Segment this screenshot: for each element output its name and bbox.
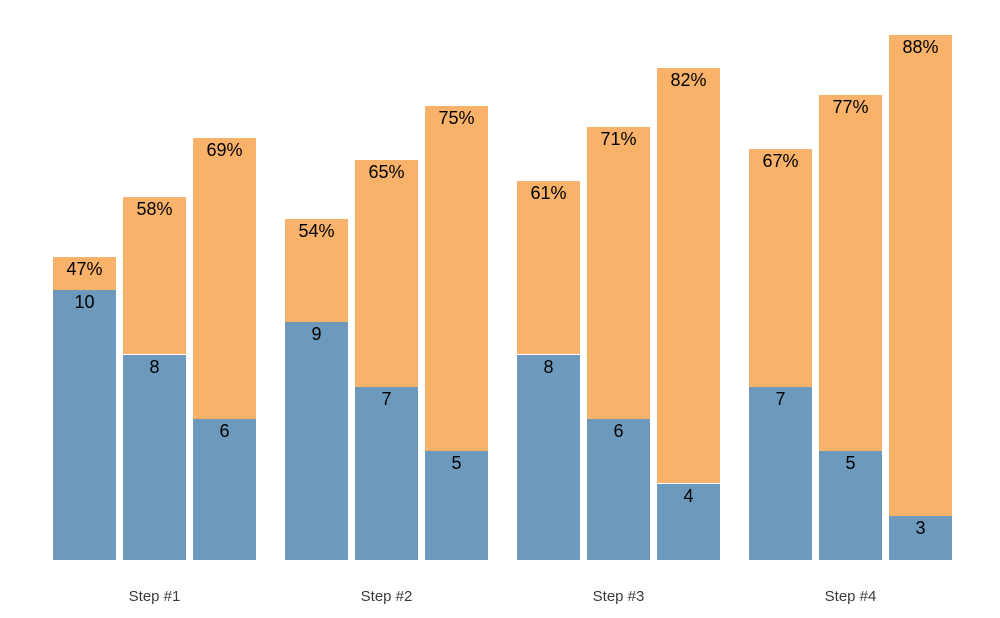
- bar-value-label: 7: [381, 388, 392, 409]
- bar-value-label: 8: [543, 356, 554, 377]
- bar-segment-base[interactable]: 8: [123, 354, 186, 560]
- bar-pct-label: 82%: [670, 69, 707, 90]
- bar-value-label: 4: [683, 485, 694, 506]
- bar-segment-top[interactable]: 58%: [123, 197, 186, 355]
- bar-value-label: 9: [311, 324, 322, 345]
- bar-value-label: 5: [451, 453, 462, 474]
- x-axis-label: Step #3: [592, 588, 645, 605]
- bar-pct-label: 88%: [902, 37, 939, 58]
- x-axis-label: Step #4: [824, 588, 877, 605]
- bar-segment-base[interactable]: 6: [193, 419, 256, 560]
- bar-pct-label: 58%: [136, 199, 173, 220]
- x-axis-label: Step #1: [128, 588, 181, 605]
- bar-segment-top[interactable]: 88%: [889, 35, 952, 516]
- bar-value-label: 3: [915, 517, 926, 538]
- bar-pct-label: 77%: [832, 96, 869, 117]
- bar-segment-top[interactable]: 71%: [587, 127, 650, 419]
- bar-segment-base[interactable]: 7: [355, 386, 418, 560]
- bar-segment-base[interactable]: 4: [657, 483, 720, 560]
- bar-pct-label: 71%: [600, 129, 637, 150]
- bar-segment-top[interactable]: 77%: [819, 94, 882, 452]
- bar-pct-label: 69%: [206, 139, 243, 160]
- bar-segment-base[interactable]: 9: [285, 322, 348, 560]
- bar-pct-label: 61%: [530, 183, 567, 204]
- bar-segment-base[interactable]: 6: [587, 419, 650, 560]
- bar-segment-base[interactable]: 3: [889, 515, 952, 560]
- bar-value-label: 6: [219, 421, 230, 441]
- bar-segment-top[interactable]: 65%: [355, 159, 418, 387]
- bar-segment-top[interactable]: 54%: [285, 219, 348, 323]
- bar-segment-base[interactable]: 8: [517, 354, 580, 560]
- bar-pct-label: 75%: [438, 107, 475, 128]
- bar-segment-top[interactable]: 69%: [193, 137, 256, 419]
- bar-segment-base[interactable]: 10: [53, 290, 116, 560]
- bar-segment-base[interactable]: 5: [425, 451, 488, 560]
- bar-segment-top[interactable]: 82%: [657, 67, 720, 484]
- bar-segment-base[interactable]: 7: [749, 386, 812, 560]
- bar-segment-top[interactable]: 75%: [425, 105, 488, 452]
- x-axis-label: Step #2: [360, 588, 413, 605]
- bar-pct-label: 47%: [66, 259, 103, 279]
- bar-value-label: 10: [74, 292, 95, 312]
- bar-pct-label: 54%: [298, 221, 335, 242]
- bar-segment-top[interactable]: 61%: [517, 181, 580, 355]
- bar-segment-top[interactable]: 67%: [749, 148, 812, 387]
- bar-segment-base[interactable]: 5: [819, 451, 882, 560]
- bar-pct-label: 65%: [368, 161, 405, 182]
- bar-pct-label: 67%: [762, 150, 799, 171]
- bar-value-label: 8: [149, 356, 160, 377]
- bar-value-label: 5: [845, 453, 856, 474]
- bar-value-label: 7: [775, 388, 786, 409]
- bar-value-label: 6: [613, 421, 624, 441]
- bar-segment-top[interactable]: 47%: [53, 257, 116, 290]
